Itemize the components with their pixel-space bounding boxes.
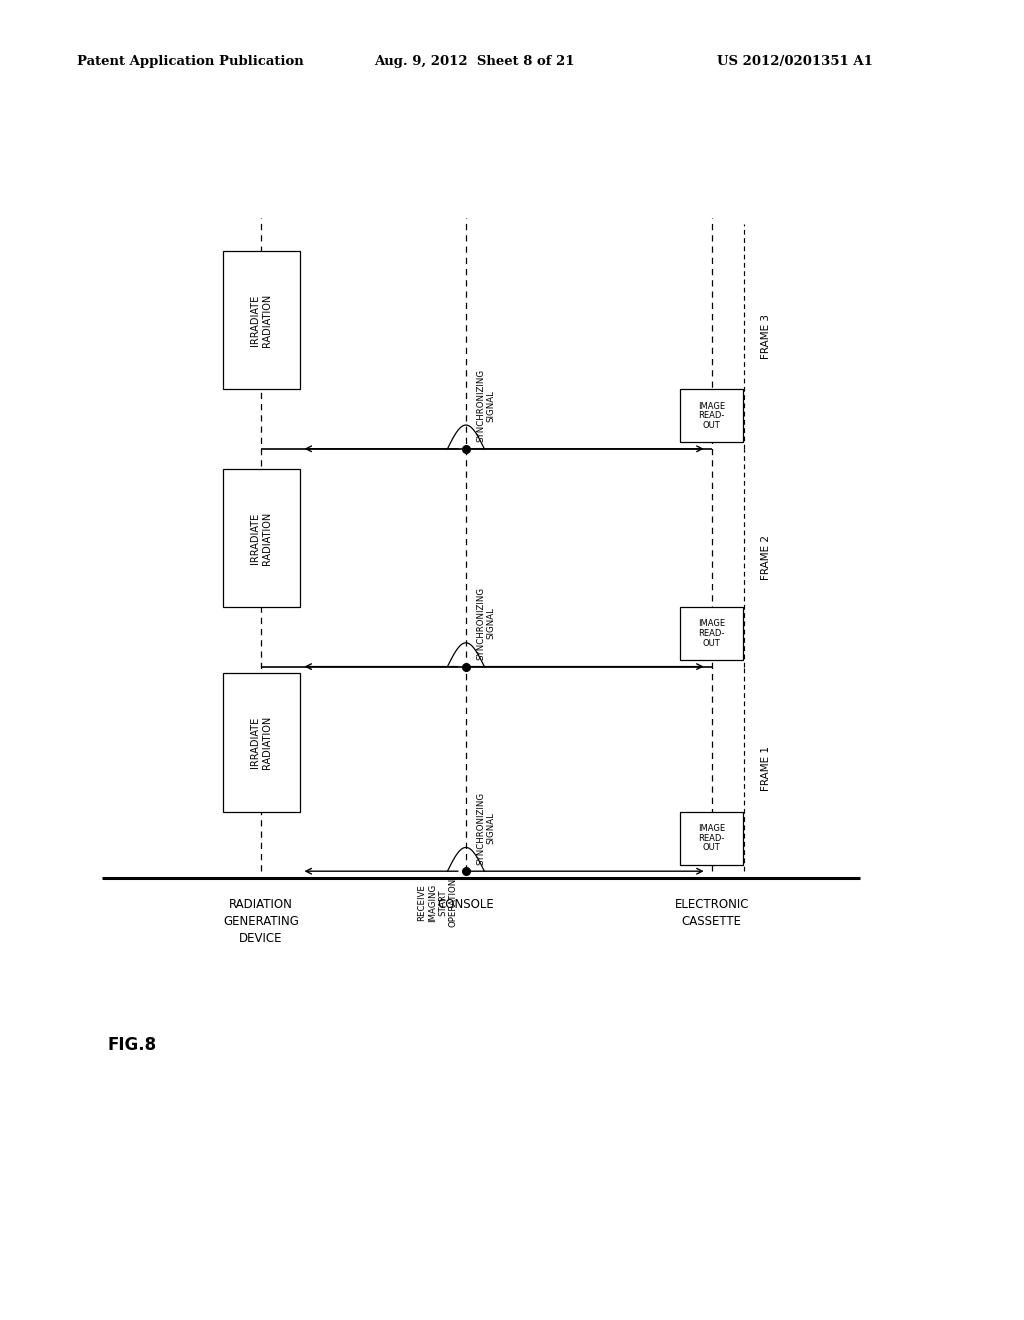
Text: SYNCHRONIZING
SIGNAL: SYNCHRONIZING SIGNAL [476,792,496,865]
Bar [223,469,299,607]
Bar [680,607,743,660]
Text: RADIATION
GENERATING
DEVICE: RADIATION GENERATING DEVICE [223,898,299,945]
Bar [223,673,299,812]
Text: RECEIVE
IMAGING
START
OPERATION: RECEIVE IMAGING START OPERATION [418,878,458,927]
Text: CONSOLE: CONSOLE [437,898,495,911]
Text: IMAGE
READ-
OUT: IMAGE READ- OUT [698,619,725,648]
Text: FRAME 3: FRAME 3 [761,314,771,359]
Text: Patent Application Publication: Patent Application Publication [77,55,303,69]
Text: IRRADIATE
RADIATION: IRRADIATE RADIATION [250,715,272,770]
Text: FRAME 1: FRAME 1 [761,746,771,792]
Bar [680,389,743,442]
Text: FRAME 2: FRAME 2 [761,535,771,581]
Text: IMAGE
READ-
OUT: IMAGE READ- OUT [698,824,725,853]
Text: SYNCHRONIZING
SIGNAL: SYNCHRONIZING SIGNAL [476,370,496,442]
Text: ELECTRONIC
CASSETTE: ELECTRONIC CASSETTE [675,898,749,928]
Text: IMAGE
READ-
OUT: IMAGE READ- OUT [698,401,725,430]
Text: FIG.8: FIG.8 [108,1036,157,1055]
Text: US 2012/0201351 A1: US 2012/0201351 A1 [717,55,872,69]
Bar [680,812,743,865]
Text: IRRADIATE
RADIATION: IRRADIATE RADIATION [250,511,272,565]
Text: IRRADIATE
RADIATION: IRRADIATE RADIATION [250,293,272,347]
Bar [223,251,299,389]
Text: Aug. 9, 2012  Sheet 8 of 21: Aug. 9, 2012 Sheet 8 of 21 [374,55,574,69]
Text: SYNCHRONIZING
SIGNAL: SYNCHRONIZING SIGNAL [476,587,496,660]
